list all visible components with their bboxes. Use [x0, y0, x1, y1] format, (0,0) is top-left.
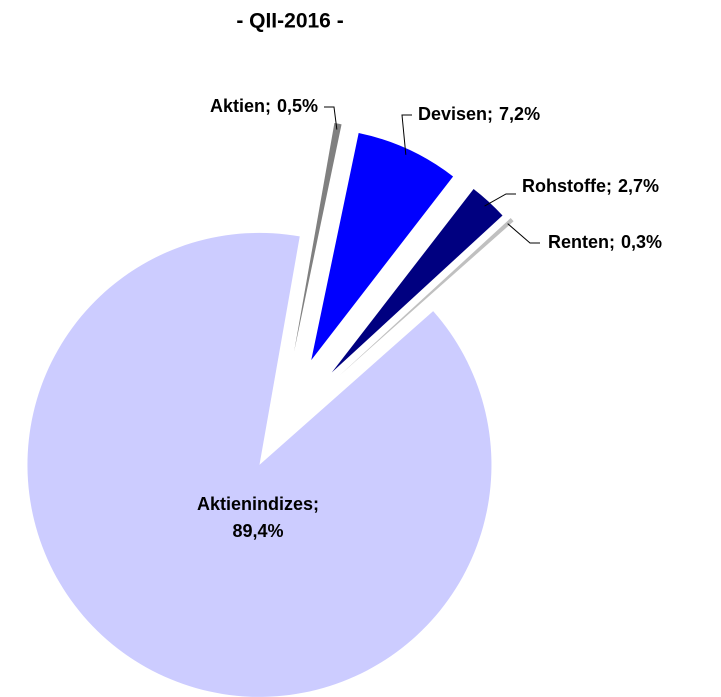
value-label: 89,4% [232, 521, 283, 541]
category-label: Rohstoffe [522, 176, 606, 196]
leader-line [484, 193, 516, 207]
value-label: 0,3% [621, 232, 662, 252]
separator: ; [487, 104, 493, 124]
leader-line [401, 114, 412, 155]
leader-line [324, 106, 338, 130]
data-label: Renten; 0,3% [548, 232, 662, 252]
separator: ; [606, 176, 612, 196]
data-label: Devisen; 7,2% [418, 104, 540, 124]
leader-line [507, 223, 540, 244]
pie-slice [27, 232, 492, 697]
pie-slice [331, 188, 503, 373]
separator: ; [609, 232, 615, 252]
separator: ; [265, 96, 271, 116]
value-label: 0,5% [277, 96, 318, 116]
data-label: Aktienindizes; 89,4% [197, 494, 319, 541]
separator: ; [313, 494, 319, 514]
data-label: Aktien; 0,5% [210, 96, 318, 116]
chart-title: - QII-2016 - [236, 10, 343, 33]
pie-slice [294, 122, 342, 352]
value-label: 7,2% [499, 104, 540, 124]
category-label: Devisen [418, 104, 487, 124]
pie-slice [339, 218, 514, 376]
data-label: Rohstoffe; 2,7% [522, 176, 659, 196]
category-label: Aktienindizes [197, 494, 313, 514]
category-label: Aktien [210, 96, 265, 116]
value-label: 2,7% [618, 176, 659, 196]
category-label: Renten [548, 232, 609, 252]
pie-slice [311, 132, 454, 361]
